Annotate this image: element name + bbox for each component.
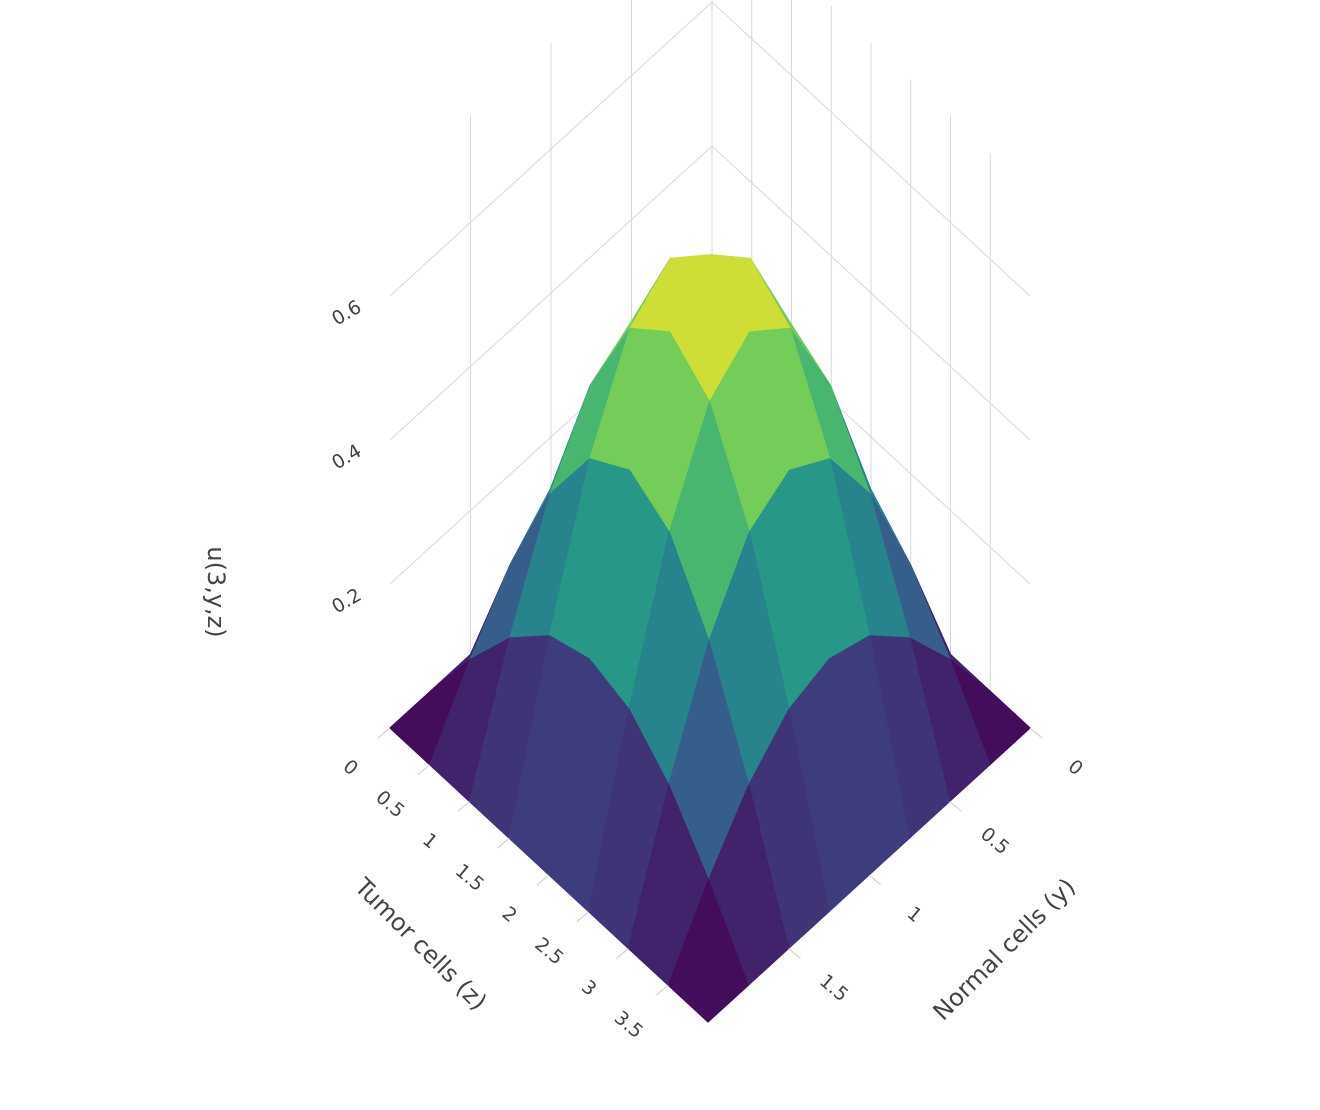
y-tick-label: 2 (498, 902, 521, 927)
y-tick-label: 3 (577, 976, 600, 1001)
tick-mark (496, 837, 510, 849)
x-tick-label: 0 (1064, 755, 1087, 780)
y-tick-label: 1.5 (451, 860, 488, 896)
y-tick-label: 2.5 (530, 933, 567, 969)
tick-mark (377, 727, 391, 739)
x-tick-label: 0.5 (976, 823, 1013, 859)
tick-mark (576, 911, 590, 923)
y-tick-label: 1 (418, 829, 441, 854)
y-tick-label: 0 (339, 755, 362, 780)
y-tick-label: 3.5 (610, 1007, 647, 1043)
tick-mark (616, 948, 629, 959)
x-axis-title: Normal cells (y) (928, 873, 1081, 1026)
tick-mark (457, 801, 470, 812)
tick-mark (949, 801, 962, 812)
y-tick-label: 0.5 (371, 786, 408, 822)
z-axis-title: u(3,y,z) (202, 546, 230, 637)
tick-mark (655, 984, 669, 996)
x-tick-label: 1.5 (815, 970, 852, 1006)
z-tick-label: 0.4 (328, 440, 365, 474)
y-axis-title: Tumor cells (z) (348, 872, 492, 1016)
tick-mark (1029, 727, 1043, 739)
grid-line (389, 1, 1031, 297)
tick-mark (788, 948, 801, 959)
z-tick-label: 0.2 (328, 584, 365, 618)
tick-mark (868, 874, 882, 886)
z-tick-label: 0.6 (328, 296, 365, 330)
x-tick-label: 1 (903, 902, 926, 927)
surface-patch (667, 879, 749, 1023)
tick-mark (536, 874, 550, 886)
tick-mark (417, 764, 431, 776)
